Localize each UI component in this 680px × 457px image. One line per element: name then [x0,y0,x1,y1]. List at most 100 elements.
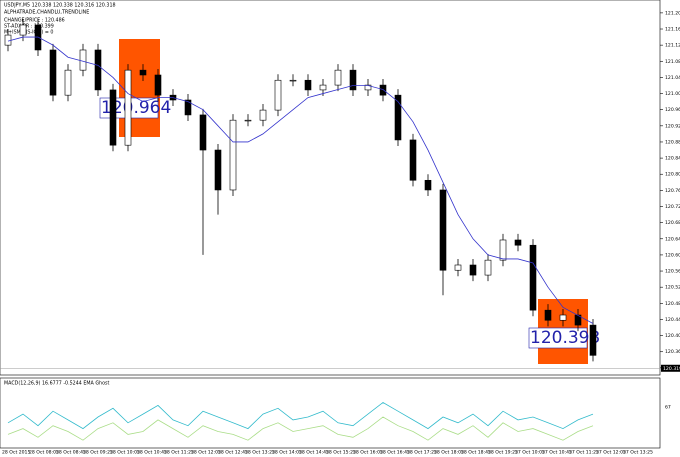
x-tick-label: 28 Oct 17:25 [407,450,437,456]
candle-body [364,84,372,91]
candle-body [499,239,507,261]
x-tick-label: 28 Oct 15:25 [326,450,356,456]
y-tick-label: 121.160 [665,27,680,33]
y-tick-label: 120.560 [665,269,680,275]
chart-subtitle: ALPHATRADE,CHANDLU,TRENDLINE [4,10,89,16]
x-tick-label: 27 Oct 11:25 [569,450,599,456]
x-tick-label: 28 Oct 18:05 [434,450,464,456]
x-tick-label: 28 Oct 08:05 [29,450,59,456]
candle-body [469,264,477,276]
y-tick-label: 120.480 [665,301,680,307]
candle-body [124,69,132,146]
candle-body [409,139,417,181]
info-line: ST-ADX/PR : 120.399 [4,24,54,30]
candle-body [94,49,102,91]
candle-body [199,114,207,151]
x-tick-label: 27 Oct 10:05 [515,450,545,456]
candle-body [304,79,312,91]
y-tick-label: 120.640 [665,236,680,242]
candle-body [259,109,267,121]
y-tick-label: 120.800 [665,172,680,178]
x-tick-label: 28 Oct 08:45 [56,450,86,456]
current-price-label: 120.319 [663,366,680,372]
candle-body [154,74,162,96]
y-tick-label: 120.520 [665,285,680,291]
x-tick-label: 28 Oct 10:45 [137,450,167,456]
x-tick-label: 28 Oct 11:25 [164,450,194,456]
candle-body [79,49,87,71]
y-tick-label: 121.000 [665,91,680,97]
x-tick-label: 28 Oct 10:05 [110,450,140,456]
y-tick-label: 121.120 [665,43,680,49]
y-tick-label: 120.680 [665,220,680,226]
box-label: 120.393 [530,328,600,348]
box-label: 120.964 [101,98,171,118]
x-tick-label: 28 Oct 14:45 [299,450,329,456]
candle-body [544,309,552,321]
candle-body [349,69,357,91]
candle-body [274,79,282,111]
x-tick-label: 28 Oct 13:25 [245,450,275,456]
candle-body [64,69,72,96]
x-tick-label: 28 Oct 16:45 [380,450,410,456]
x-tick-label: 28 Oct 19:25 [488,450,518,456]
x-tick-label: 27 Oct 10:45 [542,450,572,456]
y-tick-label: 121.040 [665,75,680,81]
candle-body [109,89,117,146]
x-tick-label: 27 Oct 13:25 [623,450,653,456]
x-tick-label: 27 Oct 12:05 [596,450,626,456]
x-tick-label: 28 Oct 18:45 [461,450,491,456]
y-tick-label: 120.440 [665,317,680,323]
x-tick-label: 28 Oct 14:05 [272,450,302,456]
info-line: CHANGE/PRICE : 120.486 [4,18,65,24]
y-tick-label: 120.360 [665,349,680,355]
candle-body [589,324,597,356]
candle-body [514,239,522,246]
y-tick-label: 120.840 [665,156,680,162]
moving-average [7,36,594,324]
candle-body [139,69,147,76]
candle-body [334,69,342,86]
candle-body [289,79,297,82]
y-tick-label: 120.400 [665,333,680,339]
y-tick-label: 120.920 [665,123,680,129]
y-tick-label: 120.600 [665,252,680,258]
indicator-tick-label: 67 [665,405,671,411]
indicator-title: MACD(12,26,9) 16.6777 -0.5244 EMA Ghost [4,381,110,387]
candle-body [49,49,57,96]
x-tick-label: 28 Oct 12:45 [218,450,248,456]
candle-body [184,99,192,116]
x-tick-label: 28 Oct 09:25 [83,450,113,456]
x-tick-label: 28 Oct 16:05 [353,450,383,456]
candle-body [379,84,387,96]
info-line: M+ISMA(JS-ICS.) = 0 [4,30,53,36]
indicator-line [7,402,594,430]
y-tick-label: 121.080 [665,59,680,65]
candle-body [394,94,402,141]
candle-body [424,179,432,191]
candle-body [529,244,537,311]
candle-body [229,119,237,191]
x-tick-label: 28 Oct 2015 [2,450,30,456]
y-tick-label: 120.760 [665,188,680,194]
candle-body [454,264,462,271]
candle-body [19,24,27,36]
candle-body [439,189,447,271]
y-tick-label: 121.200 [665,10,680,16]
indicator-line [7,416,594,441]
candle-body [319,84,327,91]
candle-body [214,149,222,191]
current-price-bg [661,364,680,372]
x-tick-label: 28 Oct 12:05 [191,450,221,456]
y-tick-label: 120.720 [665,204,680,210]
indicator-panel [0,377,661,449]
candle-body [4,34,12,46]
y-tick-label: 120.960 [665,107,680,113]
y-tick-label: 120.880 [665,139,680,145]
candle-body [484,259,492,276]
chart-title: USDJPY,M5 120.338 120.338 120.316 120.31… [4,3,116,9]
label-bg [528,327,588,349]
candle-body [244,119,252,122]
candle-body [559,314,567,321]
